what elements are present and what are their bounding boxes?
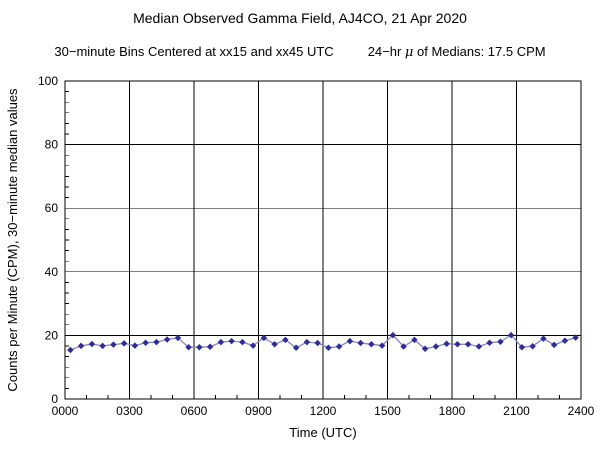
data-series (67, 331, 579, 354)
y-tick-label: 80 (45, 138, 59, 152)
data-point (378, 342, 386, 349)
data-point (475, 343, 483, 350)
data-point (389, 331, 397, 339)
grid-lines (65, 81, 581, 399)
data-point (142, 339, 149, 346)
data-point (196, 343, 203, 351)
data-point (454, 341, 461, 348)
data-point (185, 343, 192, 351)
x-tick-label: 0900 (245, 404, 272, 418)
x-axis-title: Time (UTC) (289, 425, 356, 440)
y-tick-label: 100 (38, 74, 58, 88)
x-tick-label: 2400 (568, 404, 595, 418)
data-point (228, 337, 235, 345)
x-tick-label: 0300 (116, 404, 143, 418)
data-point (550, 341, 558, 349)
data-point (77, 342, 85, 350)
x-tick-label: 0000 (52, 404, 79, 418)
data-point (206, 343, 214, 351)
data-point (163, 336, 171, 343)
data-point (464, 341, 472, 348)
y-tick-label: 0 (51, 392, 58, 406)
data-point (335, 343, 343, 350)
data-point (314, 339, 321, 347)
plot-border (64, 80, 582, 400)
chart-title: Median Observed Gamma Field, AJ4CO, 21 A… (133, 10, 467, 26)
y-axis-title: Counts per Minute (CPM), 30−minute media… (5, 88, 20, 392)
data-point (239, 338, 246, 346)
subtitle-mean-text: 24−hr μ of Medians: 17.5 CPM (367, 44, 546, 60)
data-point (572, 334, 579, 341)
data-point (497, 338, 504, 346)
x-tick-label: 1800 (439, 404, 466, 418)
data-point (260, 334, 268, 342)
data-point (303, 338, 311, 346)
mu-symbol: μ (404, 45, 414, 60)
data-point (292, 344, 300, 352)
data-point (368, 341, 375, 348)
data-point (421, 345, 429, 353)
x-tick-label: 1500 (374, 404, 401, 418)
data-point (120, 340, 128, 347)
data-point (99, 342, 106, 350)
data-point (217, 338, 225, 346)
data-point (249, 342, 257, 349)
data-point (443, 340, 450, 347)
tick-labels: 0000 0300 0600 0900 1200 1500 1800 2100 2400 0 20 4… (38, 74, 595, 418)
data-point (346, 337, 354, 345)
plot-frame (64, 80, 582, 400)
data-point (357, 339, 364, 347)
data-point (282, 336, 289, 344)
data-point (110, 341, 117, 348)
data-point (153, 338, 160, 346)
x-tick-label: 1200 (310, 404, 337, 418)
data-point (411, 336, 418, 344)
y-tick-label: 60 (45, 201, 59, 215)
x-tick-label: 0600 (181, 404, 208, 418)
data-point (561, 337, 569, 345)
data-point (271, 341, 278, 348)
chart-subtitle: 30−minute Bins Centered at xx15 and xx45… (0, 44, 600, 60)
data-point (131, 342, 139, 349)
data-point (400, 343, 407, 350)
data-point (486, 339, 493, 346)
data-point (325, 344, 332, 352)
axis-ticks (65, 91, 560, 399)
x-tick-label: 2100 (503, 404, 530, 418)
data-point (88, 340, 96, 348)
data-point (529, 342, 536, 350)
subtitle-bins-text: 30−minute Bins Centered at xx15 and xx45… (54, 44, 334, 59)
y-tick-label: 40 (45, 265, 59, 279)
data-point (67, 346, 74, 354)
y-tick-label: 20 (45, 328, 59, 342)
data-point (432, 343, 440, 350)
